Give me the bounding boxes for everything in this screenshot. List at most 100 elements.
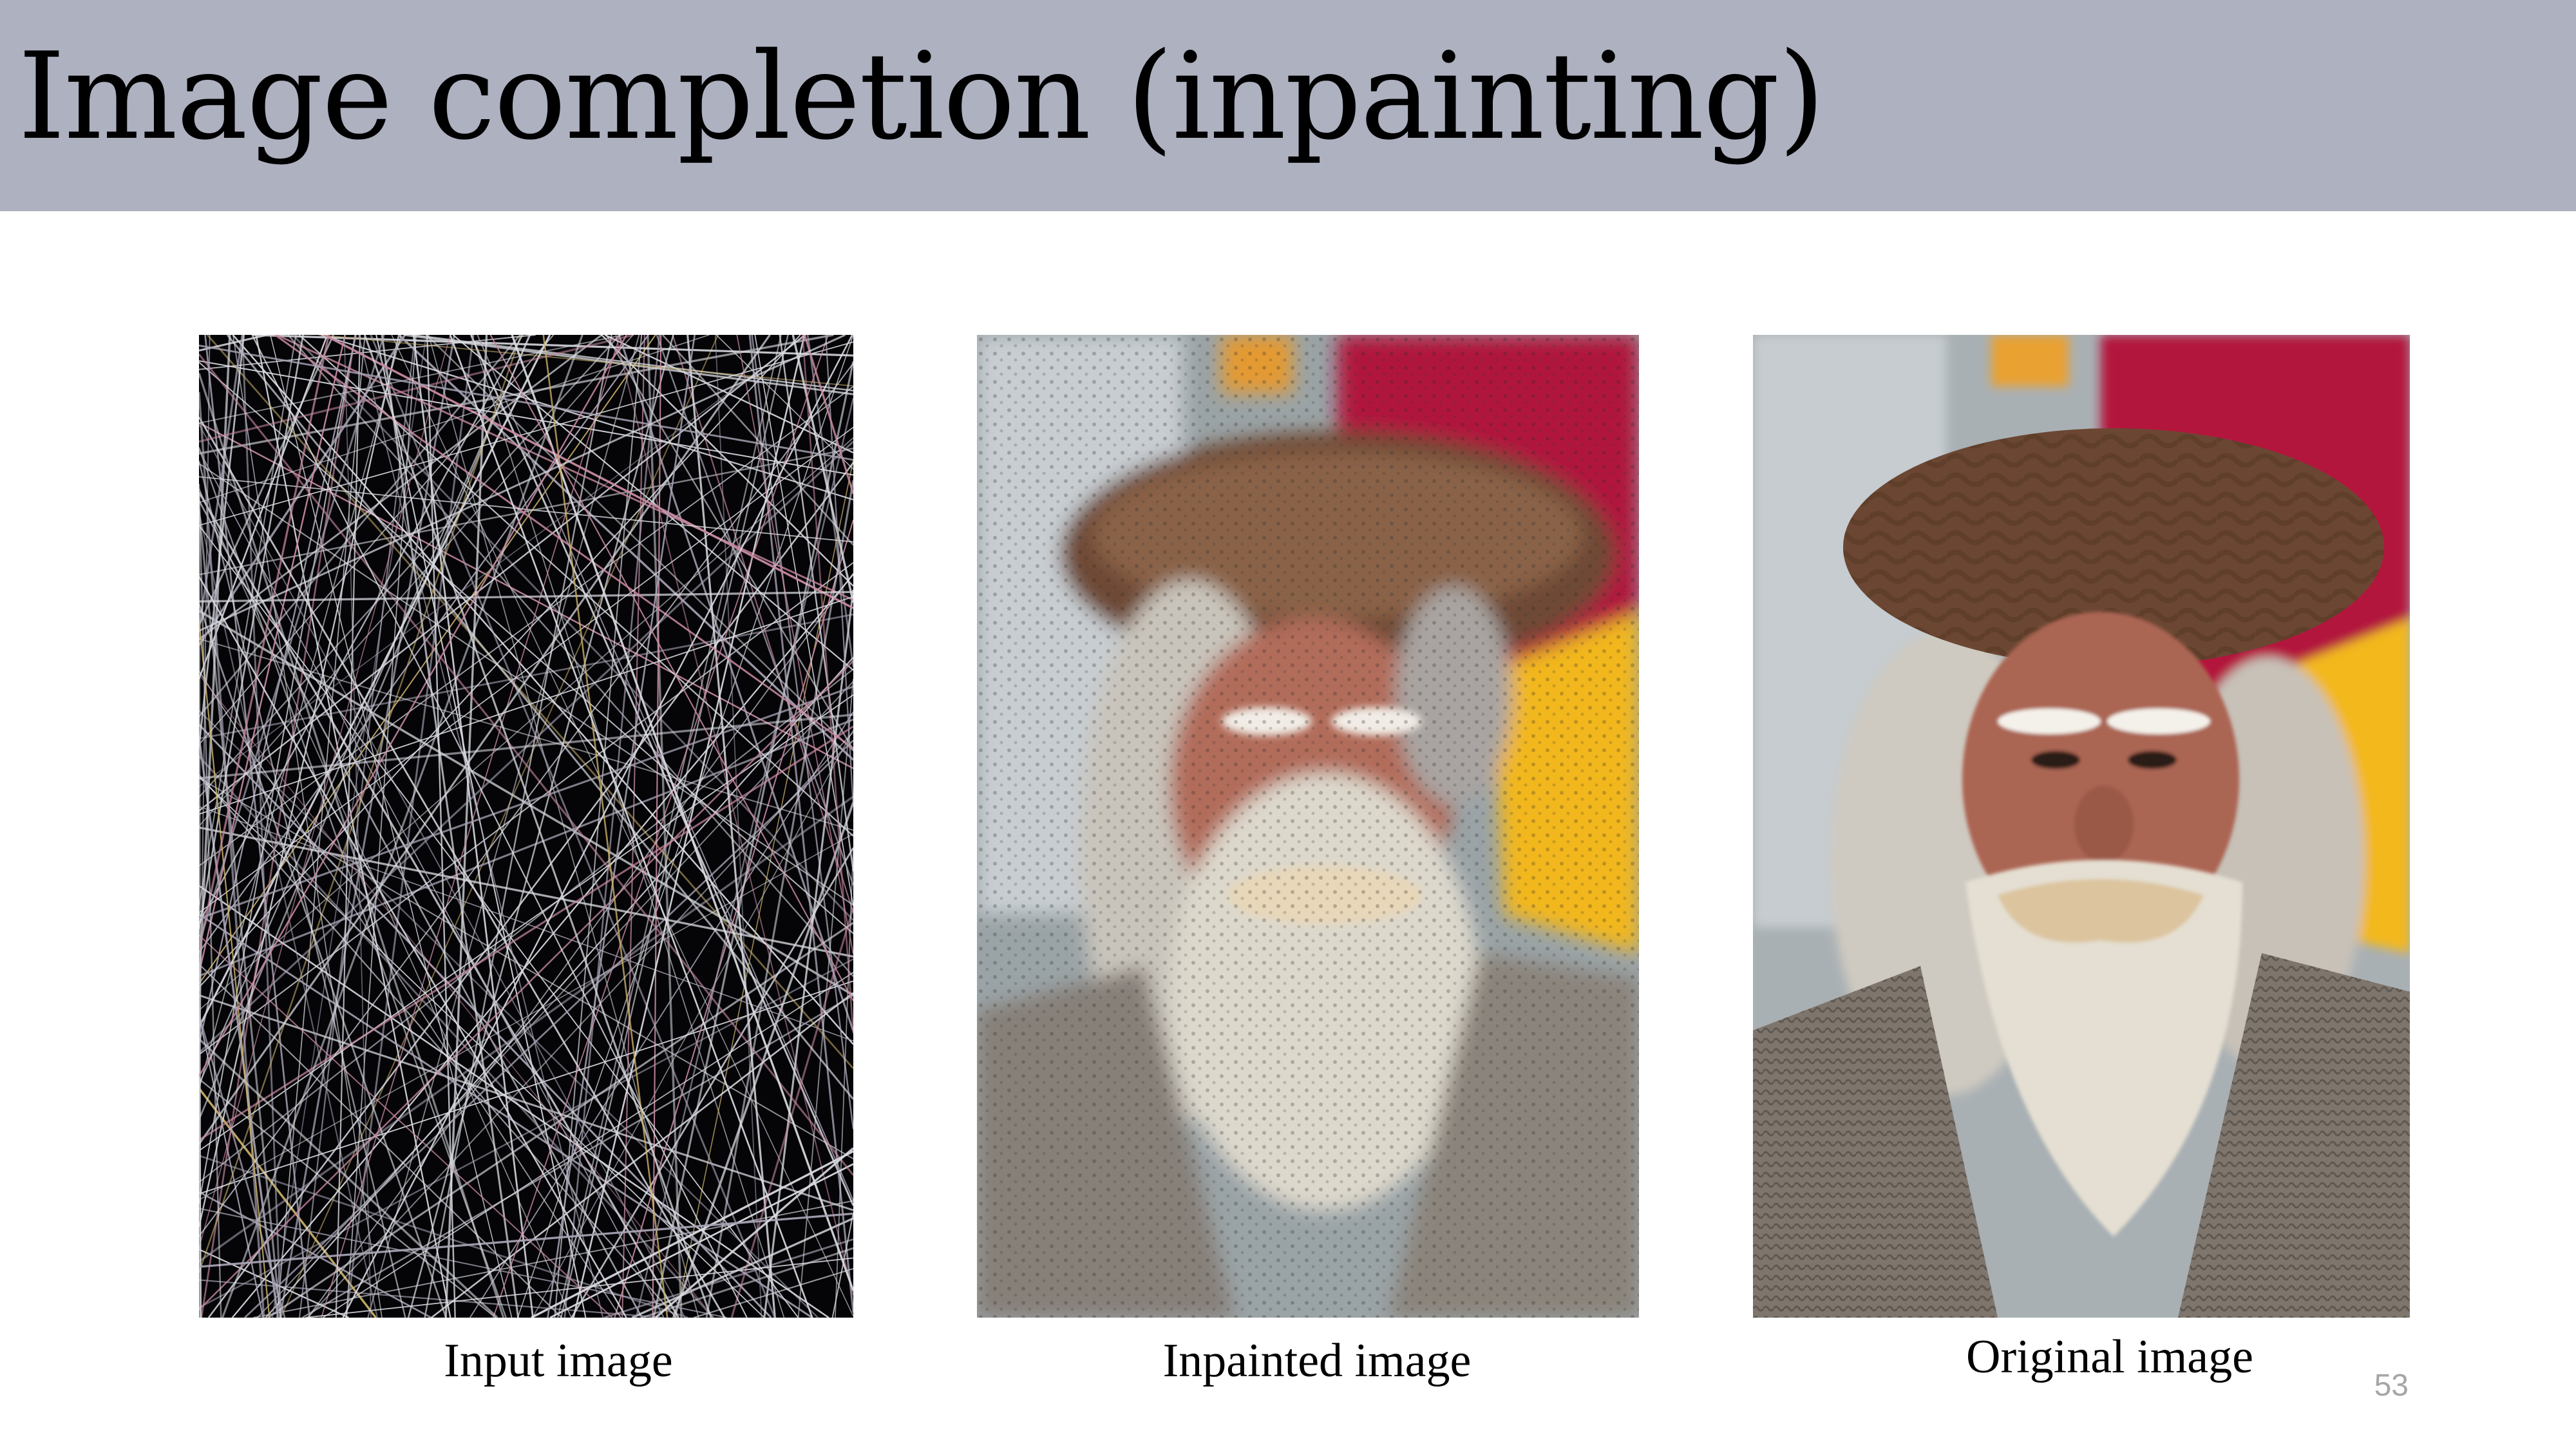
scratch-line xyxy=(675,460,853,1318)
scratch-line xyxy=(199,417,726,1318)
scratch-line xyxy=(199,335,834,455)
original-image-caption: Original image xyxy=(1966,1331,2253,1383)
scratch-line xyxy=(199,1155,688,1318)
scratch-line xyxy=(307,732,853,1318)
scratch-line xyxy=(199,335,304,929)
scratch-line xyxy=(199,335,521,717)
scratch-line xyxy=(199,335,649,953)
scratch-line xyxy=(199,360,853,476)
scratch-line xyxy=(199,596,853,815)
scratch-line xyxy=(199,613,853,740)
scratch-line xyxy=(199,638,853,831)
scratch-line xyxy=(705,480,853,1318)
inpainted-image xyxy=(977,335,1639,1318)
scratch-line xyxy=(199,335,297,906)
scratch-line xyxy=(199,335,330,951)
scratch-line xyxy=(779,335,853,872)
scratch-line xyxy=(199,335,522,1273)
scratch-line xyxy=(199,591,853,603)
scratch-line xyxy=(449,335,813,1318)
scratch-line xyxy=(687,335,776,1318)
scratch-line xyxy=(199,335,771,1145)
scratch-line xyxy=(471,335,785,1318)
scratch-line xyxy=(573,335,806,1318)
scratch-line xyxy=(571,847,853,1318)
scratch-line xyxy=(199,512,378,1318)
scratch-line xyxy=(367,335,640,1318)
scratch-line xyxy=(199,668,853,1183)
scratch-line xyxy=(231,574,853,1318)
scratch-line xyxy=(370,335,776,1318)
scratch-line xyxy=(199,335,531,1085)
scratch-line xyxy=(276,335,853,601)
scratch-line xyxy=(469,711,853,1318)
scratch-line xyxy=(199,670,621,1318)
scratch-line xyxy=(226,335,853,1100)
scratch-line xyxy=(242,335,282,1318)
scratch-line xyxy=(452,335,853,671)
input-image-caption: Input image xyxy=(444,1334,673,1387)
scratch-line xyxy=(715,335,853,470)
scratch-line xyxy=(825,335,853,807)
inpainted-portrait xyxy=(977,335,1639,1318)
scratch-line xyxy=(199,361,853,934)
scratch-line xyxy=(391,335,853,1317)
scratch-line xyxy=(199,488,572,1318)
scratch-line xyxy=(363,335,712,1318)
scratch-line xyxy=(199,335,628,1077)
scratch-line xyxy=(199,980,853,1195)
scratch-line xyxy=(320,335,853,501)
scratch-line xyxy=(199,335,385,945)
scratch-line xyxy=(615,335,853,1296)
scratch-line xyxy=(305,1257,853,1318)
scratch-line xyxy=(199,777,853,1160)
scratch-line xyxy=(199,525,799,1318)
scratch-line xyxy=(199,685,853,920)
scratch-line xyxy=(407,335,674,1318)
scratch-line xyxy=(199,335,806,812)
scratch-line xyxy=(426,335,456,1318)
input-image-scratches xyxy=(199,335,853,1318)
input-image xyxy=(199,335,853,1318)
scratch-line xyxy=(199,335,621,798)
scratch-line xyxy=(204,335,311,1318)
scratch-line xyxy=(397,335,853,761)
scratch-line xyxy=(199,335,551,1028)
scratch-line xyxy=(791,335,853,603)
scratch-line xyxy=(199,737,279,1318)
scratch-line xyxy=(511,335,853,1291)
scratch-line xyxy=(199,994,853,1211)
scratch-line xyxy=(412,335,534,1318)
scratch-line xyxy=(199,335,402,1090)
scratch-line xyxy=(199,463,853,906)
page-number: 53 xyxy=(2374,1368,2409,1403)
scratch-line xyxy=(199,335,211,1117)
scratch-line xyxy=(751,335,853,1130)
scratch-line xyxy=(199,335,243,630)
scratch-line xyxy=(199,335,710,504)
scratch-line xyxy=(532,730,853,1318)
scratch-line xyxy=(199,934,613,1318)
scratch-line xyxy=(206,335,853,1069)
scratch-line xyxy=(292,335,853,921)
scratch-line xyxy=(357,335,604,1318)
scratch-line xyxy=(199,426,853,913)
scratch-line xyxy=(199,1037,498,1318)
scratch-line xyxy=(199,694,853,1151)
title-bar: Image completion (inpainting) xyxy=(0,0,2576,211)
scratch-line xyxy=(635,397,853,1318)
scratch-line xyxy=(199,335,603,640)
scratch-line xyxy=(654,1147,853,1318)
scratch-line xyxy=(199,335,634,827)
scratch-line xyxy=(199,335,624,424)
scratch-line xyxy=(542,335,668,1318)
scratch-line xyxy=(199,491,679,1318)
scratch-line xyxy=(199,335,554,745)
scratch-line xyxy=(270,335,513,1318)
scratch-line xyxy=(279,335,455,1318)
scratch-line xyxy=(199,725,853,1141)
scratch-line xyxy=(199,484,222,1318)
scratch-line xyxy=(489,335,853,1001)
scratch-line xyxy=(549,1163,853,1318)
scratch-line xyxy=(199,718,853,977)
